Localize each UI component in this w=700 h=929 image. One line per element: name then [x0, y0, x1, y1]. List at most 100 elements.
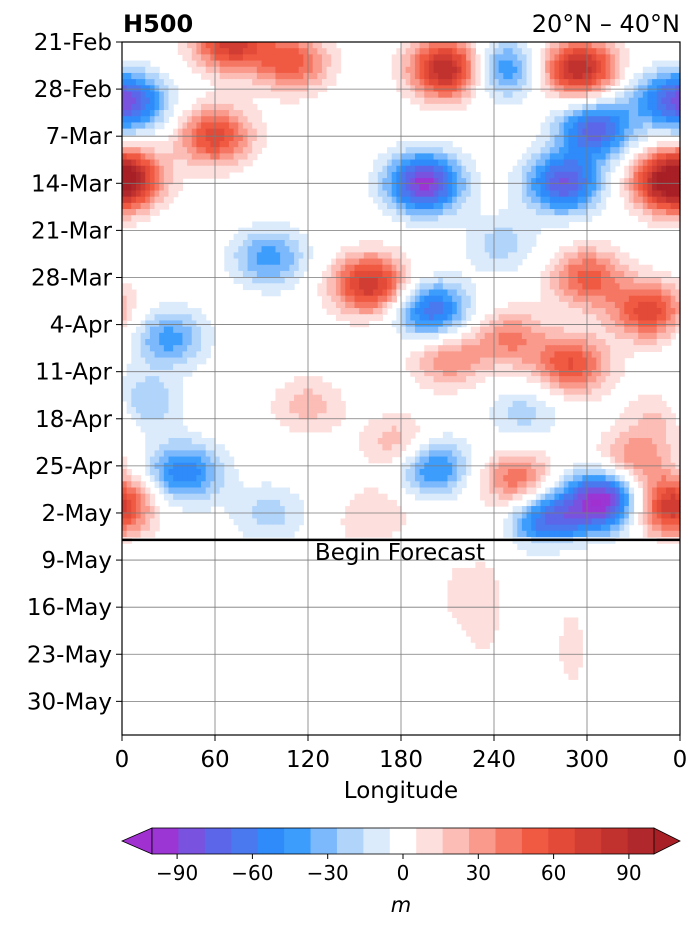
heatmap-cell: [498, 91, 504, 99]
heatmap-cell: [475, 345, 481, 352]
heatmap-cell: [545, 42, 551, 49]
heatmap-cell: [456, 221, 463, 229]
heatmap-cell: [438, 60, 444, 68]
heatmap-cell: [466, 159, 472, 167]
heatmap-cell: [614, 252, 621, 260]
heatmap-cell: [656, 128, 662, 136]
heatmap-cell: [191, 159, 197, 167]
heatmap-cell: [466, 456, 472, 464]
heatmap-cell: [587, 308, 593, 315]
heatmap-cell: [521, 357, 528, 365]
heatmap-cell: [233, 258, 239, 266]
heatmap-cell: [652, 91, 658, 99]
heatmap-cell: [275, 240, 281, 247]
heatmap-cell: [298, 72, 304, 80]
heatmap-cell: [591, 246, 597, 253]
heatmap-cell: [145, 394, 151, 402]
heatmap-cell: [410, 369, 416, 377]
heatmap-cell: [563, 493, 569, 501]
heatmap-cell: [145, 66, 151, 74]
heatmap-cell: [359, 295, 365, 303]
heatmap-cell: [559, 184, 565, 192]
heatmap-cell: [447, 456, 453, 464]
heatmap-cell: [256, 221, 263, 229]
heatmap-cell: [582, 159, 588, 167]
heatmap-cell: [145, 184, 151, 192]
heatmap-cell: [605, 382, 611, 390]
heatmap-cell: [410, 487, 416, 495]
heatmap-cell: [456, 295, 463, 303]
heatmap-cell: [280, 407, 286, 414]
heatmap-cell: [591, 320, 597, 328]
heatmap-cell: [540, 54, 546, 62]
heatmap-cell: [242, 134, 249, 142]
heatmap-cell: [182, 147, 188, 154]
heatmap-cell: [600, 103, 607, 111]
heatmap-cell: [131, 128, 137, 136]
heatmap-cell: [331, 277, 337, 284]
heatmap-cell: [187, 493, 193, 501]
heatmap-cell: [587, 475, 593, 482]
heatmap-cell: [633, 110, 639, 117]
heatmap-cell: [201, 153, 207, 161]
heatmap-cell: [596, 97, 602, 105]
heatmap-cell: [168, 171, 174, 179]
heatmap-cell: [331, 394, 337, 402]
heatmap-cell: [173, 351, 179, 359]
heatmap-cell: [270, 72, 277, 80]
heatmap-cell: [196, 48, 202, 55]
heatmap-cell: [391, 171, 397, 179]
heatmap-cell: [610, 332, 616, 340]
heatmap-cell: [140, 141, 146, 148]
heatmap-cell: [140, 419, 146, 427]
heatmap-cell: [670, 79, 676, 86]
heatmap-cell: [438, 444, 444, 451]
heatmap-cell: [666, 79, 672, 86]
heatmap-cell: [433, 332, 439, 340]
heatmap-cell: [661, 116, 667, 124]
heatmap-cell: [624, 438, 630, 445]
heatmap-cell: [652, 487, 658, 495]
heatmap-cell: [373, 425, 379, 433]
heatmap-cell: [442, 369, 449, 377]
heatmap-cell: [210, 326, 216, 334]
heatmap-cell: [656, 91, 662, 99]
heatmap-cell: [303, 407, 309, 414]
heatmap-cell: [126, 388, 132, 396]
heatmap-cell: [559, 116, 565, 124]
heatmap-cell: [587, 283, 593, 291]
heatmap-cell: [163, 332, 170, 340]
heatmap-cell: [280, 264, 286, 272]
heatmap-cell: [512, 425, 518, 433]
heatmap-cell: [321, 66, 328, 74]
heatmap-cell: [182, 54, 188, 62]
heatmap-cell: [559, 202, 565, 210]
heatmap-cell: [140, 357, 146, 365]
heatmap-cell: [568, 184, 574, 192]
heatmap-cell: [396, 308, 402, 315]
heatmap-cell: [614, 438, 621, 445]
heatmap-cell: [577, 209, 583, 216]
heatmap-cell: [559, 301, 565, 309]
heatmap-cell: [252, 110, 258, 117]
heatmap-cell: [670, 60, 676, 68]
heatmap-cell: [587, 363, 593, 371]
heatmap-cell: [638, 277, 644, 284]
heatmap-cell: [247, 283, 253, 291]
heatmap-cell: [447, 221, 453, 229]
heatmap-cell: [387, 258, 393, 266]
heatmap-cell: [619, 66, 625, 74]
heatmap-cell: [647, 72, 653, 80]
heatmap-cell: [582, 320, 588, 328]
heatmap-cell: [596, 493, 602, 501]
heatmap-cell: [628, 258, 635, 266]
heatmap-cell: [512, 184, 518, 192]
heatmap-cell: [554, 128, 560, 136]
heatmap-cell: [494, 42, 500, 49]
heatmap-cell: [396, 270, 402, 278]
heatmap-cell: [600, 357, 607, 365]
heatmap-cell: [503, 481, 509, 489]
heatmap-cell: [266, 277, 272, 284]
heatmap-cell: [675, 295, 681, 303]
heatmap-cell: [656, 103, 662, 111]
